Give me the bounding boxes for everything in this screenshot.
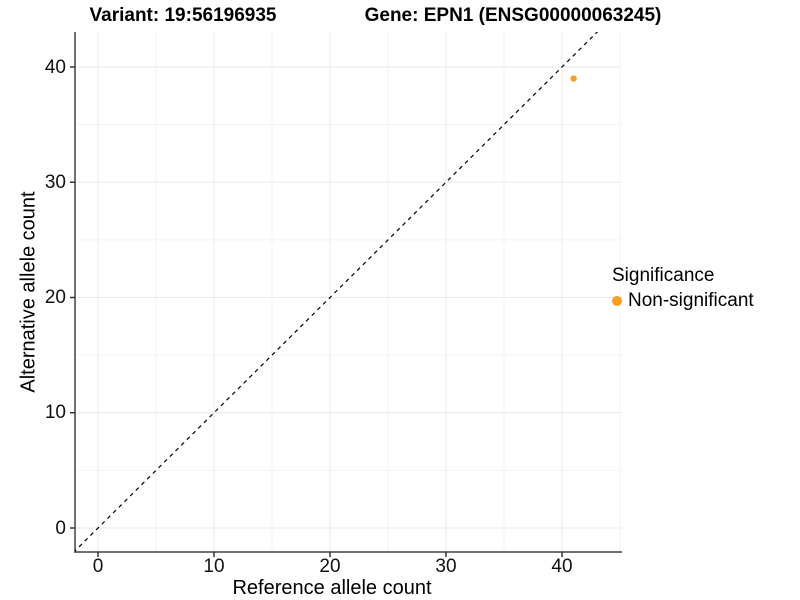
legend-entry-label: Non-significant bbox=[628, 290, 754, 311]
y-tick-label: 10 bbox=[44, 402, 66, 424]
x-tick-label: 20 bbox=[319, 556, 341, 577]
x-tick-label: 10 bbox=[203, 556, 225, 577]
x-tick-label: 30 bbox=[435, 556, 457, 577]
legend-title: Significance bbox=[612, 265, 715, 286]
legend: Significance Non-significant bbox=[612, 265, 754, 312]
x-tick-label: 40 bbox=[551, 556, 573, 577]
data-point bbox=[570, 75, 577, 82]
legend-point-swatch bbox=[612, 296, 622, 306]
y-tick-label: 20 bbox=[44, 287, 66, 308]
gene-title: Gene: EPN1 (ENSG00000063245) bbox=[364, 5, 662, 26]
variant-title: Variant: 19:56196935 bbox=[89, 5, 277, 26]
y-tick-label: 40 bbox=[44, 56, 66, 78]
y-tick-label: 30 bbox=[44, 171, 66, 193]
x-axis-title: Reference allele count bbox=[232, 577, 432, 599]
identity-dashed-line bbox=[75, 32, 599, 552]
legend-entry: Non-significant bbox=[612, 290, 754, 312]
x-tick-label: 0 bbox=[92, 556, 104, 577]
y-tick-label: 0 bbox=[55, 517, 66, 539]
